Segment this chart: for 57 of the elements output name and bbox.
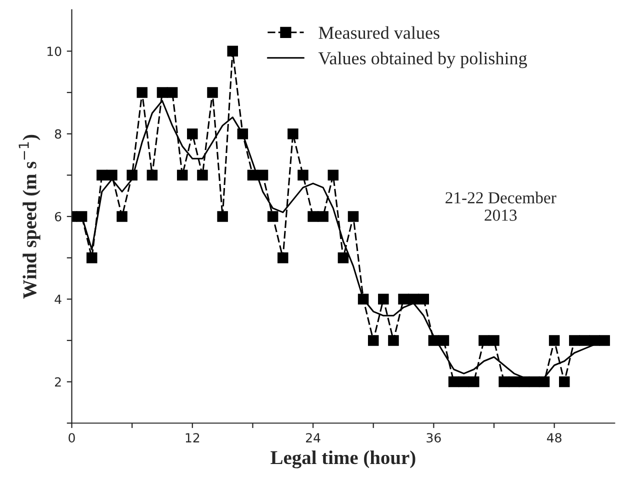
point xyxy=(86,252,98,264)
point xyxy=(227,46,238,57)
x-tick-label: 36 xyxy=(426,433,441,443)
point xyxy=(458,376,470,388)
point xyxy=(328,170,339,181)
point xyxy=(438,335,450,346)
point xyxy=(338,252,349,264)
point xyxy=(448,376,460,388)
point xyxy=(368,335,379,346)
point xyxy=(398,294,409,305)
point xyxy=(267,211,278,222)
point xyxy=(106,170,118,181)
point xyxy=(116,211,128,222)
point xyxy=(478,335,490,346)
point xyxy=(217,211,228,222)
y-tick-label: 10 xyxy=(48,46,62,56)
point xyxy=(488,335,500,346)
point xyxy=(579,335,590,346)
point xyxy=(468,376,480,388)
point xyxy=(257,170,268,181)
y-tick-label: 8 xyxy=(54,129,62,139)
point xyxy=(378,294,389,305)
point xyxy=(418,294,430,305)
point xyxy=(278,252,288,264)
x-tick-label: 12 xyxy=(186,433,200,442)
point xyxy=(569,335,580,346)
x-tick-label: 0 xyxy=(68,433,75,443)
point xyxy=(348,211,359,222)
x-tick-label: 24 xyxy=(306,433,320,442)
point xyxy=(136,87,148,98)
point xyxy=(166,87,178,98)
point xyxy=(558,376,570,388)
x-tick-label: 48 xyxy=(546,433,562,443)
legend-label: Measured values xyxy=(318,26,440,39)
point xyxy=(288,128,298,140)
x-axis-title: Legal time (hour) xyxy=(270,450,416,468)
y-tick-label: 4 xyxy=(54,294,62,304)
point xyxy=(187,128,198,140)
legend-label: Values obtained by polishing xyxy=(318,52,527,68)
point xyxy=(298,170,308,181)
point xyxy=(156,87,168,98)
point xyxy=(96,170,108,181)
point xyxy=(388,335,399,346)
annotation: 21-22 December 2013 xyxy=(446,192,556,221)
y-tick-label: 6 xyxy=(54,212,62,222)
point xyxy=(197,170,208,181)
y-tick-label: 2 xyxy=(55,377,61,387)
point xyxy=(308,211,318,222)
point xyxy=(318,211,328,222)
point xyxy=(599,335,610,346)
point xyxy=(498,376,510,388)
point xyxy=(548,335,560,346)
y-axis-title: Wind speed (m s$^{−1}$) xyxy=(18,134,40,299)
point xyxy=(146,170,158,181)
point xyxy=(176,170,188,181)
point xyxy=(508,376,520,388)
point xyxy=(207,87,218,98)
